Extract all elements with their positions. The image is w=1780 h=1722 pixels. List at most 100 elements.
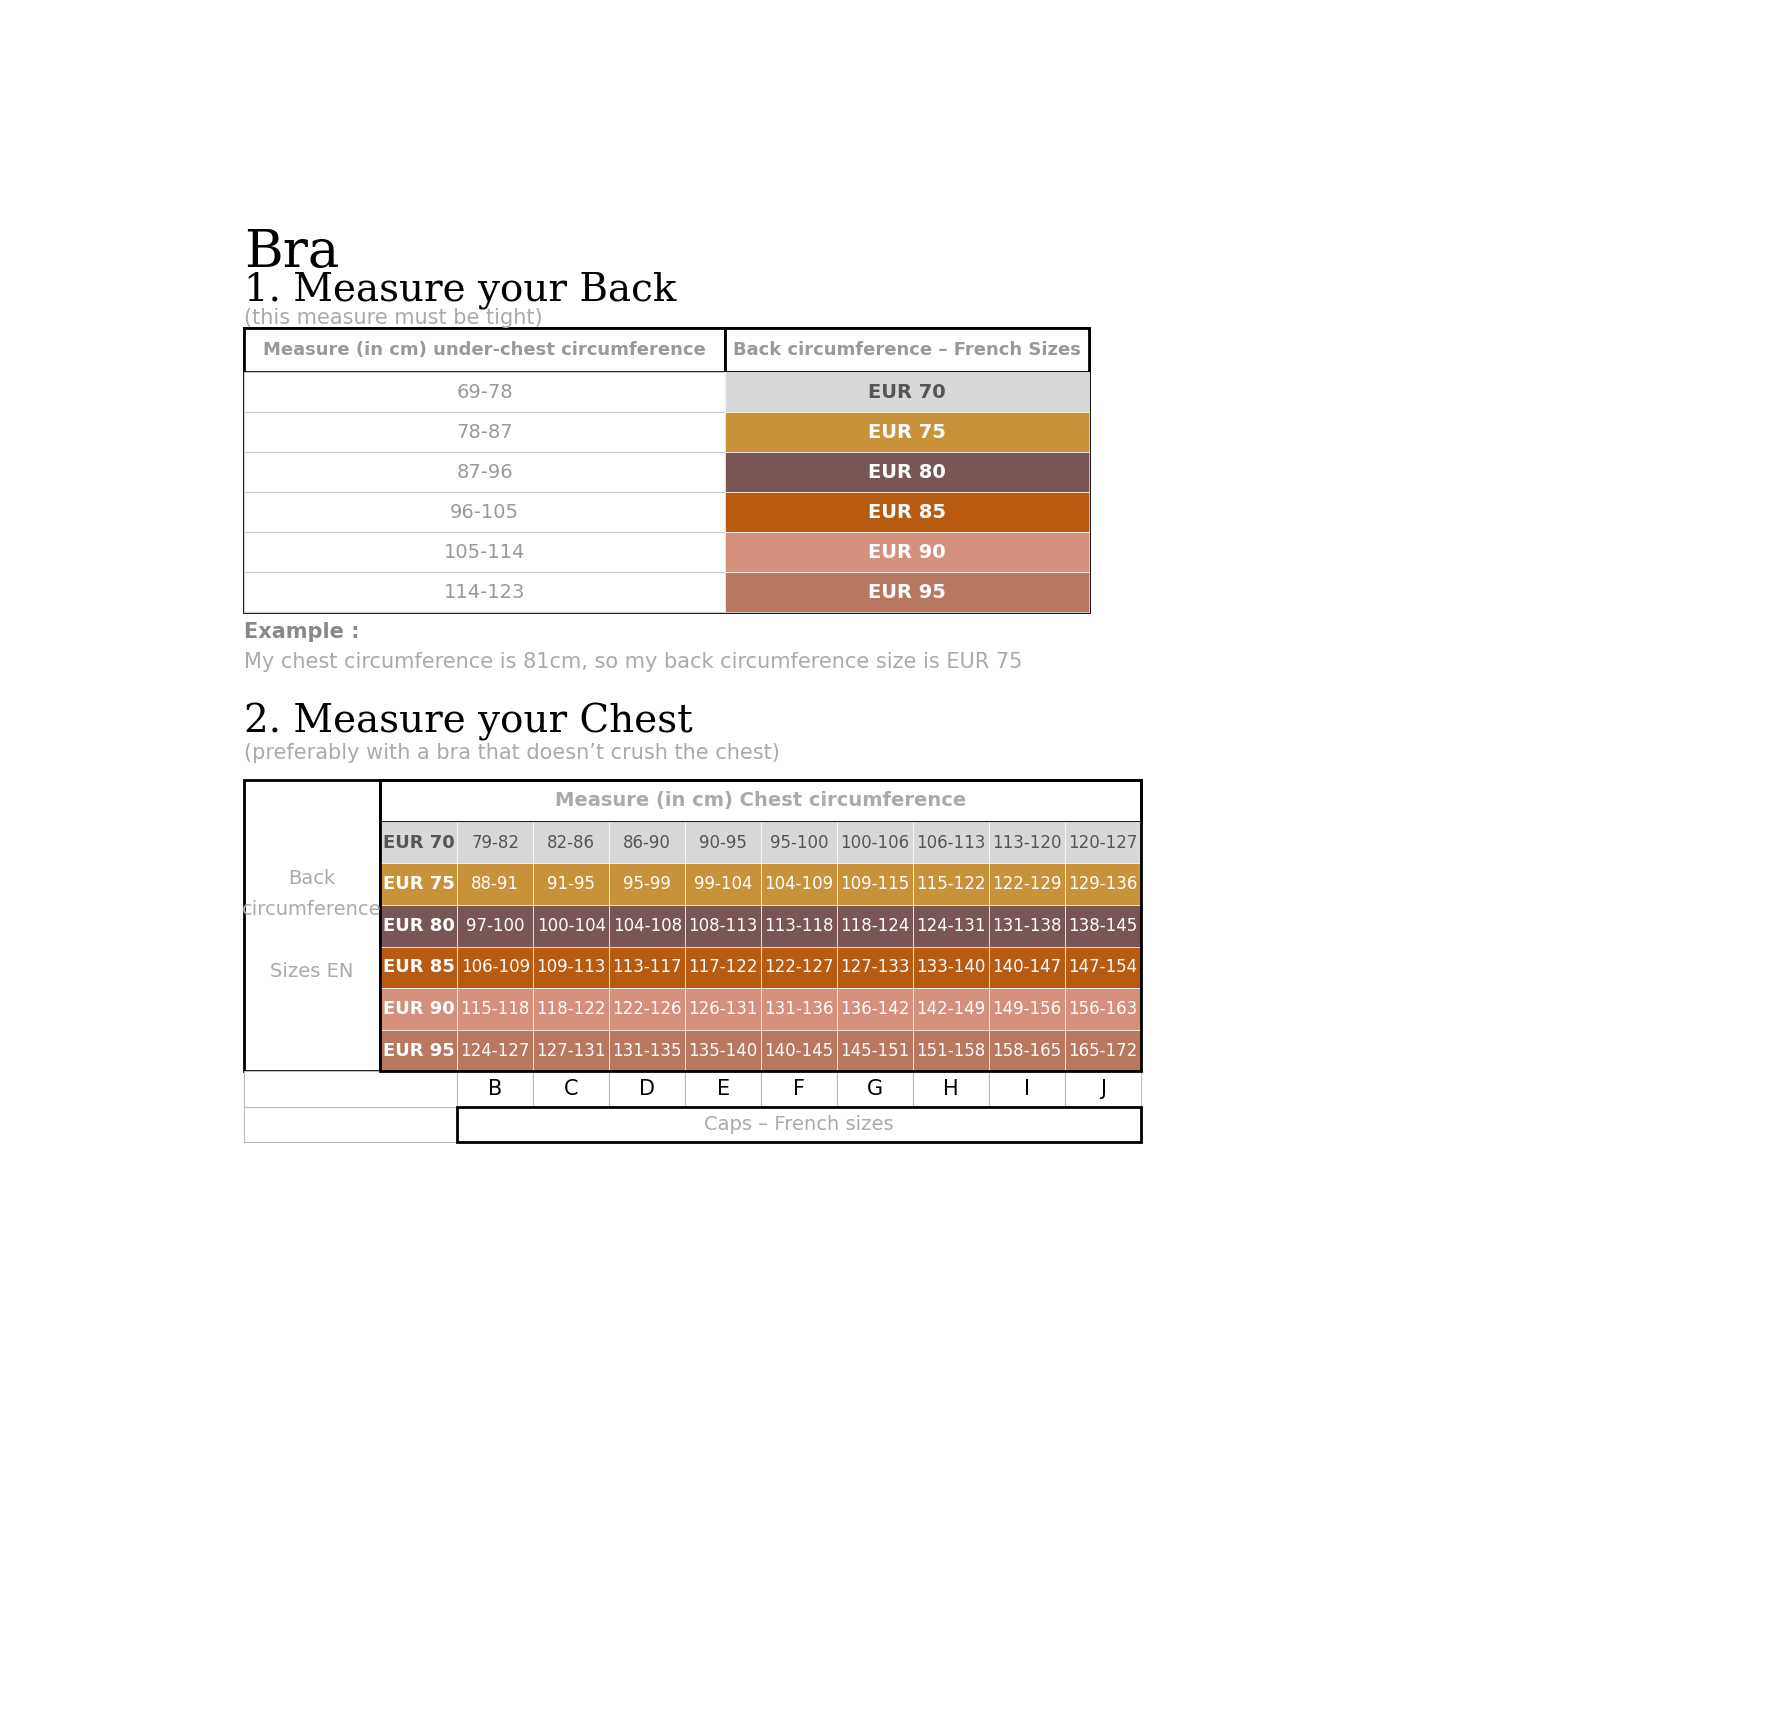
Text: 108-113: 108-113 (689, 916, 758, 935)
Text: Caps – French sizes: Caps – French sizes (705, 1114, 894, 1135)
Text: 131-136: 131-136 (764, 1000, 833, 1018)
Bar (685, 988, 762, 1030)
Text: EUR 75: EUR 75 (383, 875, 454, 894)
Bar (609, 863, 685, 906)
Bar (990, 906, 1064, 947)
Text: Measure (in cm) Chest circumference: Measure (in cm) Chest circumference (555, 790, 967, 809)
Text: 158-165: 158-165 (993, 1042, 1061, 1059)
Bar (244, 532, 724, 572)
Bar (379, 906, 457, 947)
Text: 95-99: 95-99 (623, 875, 671, 894)
Text: 142-149: 142-149 (917, 1000, 986, 1018)
Text: 105-114: 105-114 (443, 542, 525, 561)
Bar (724, 492, 1089, 532)
Bar (609, 1030, 685, 1071)
Bar (244, 412, 724, 453)
Text: Example :: Example : (244, 622, 360, 642)
Bar (724, 532, 1089, 572)
Text: 91-95: 91-95 (546, 875, 595, 894)
Bar (244, 453, 724, 492)
Bar (913, 1030, 990, 1071)
Text: 138-145: 138-145 (1068, 916, 1137, 935)
Text: 136-142: 136-142 (840, 1000, 910, 1018)
Text: EUR 95: EUR 95 (869, 584, 945, 603)
Text: 87-96: 87-96 (456, 463, 513, 482)
Bar (685, 863, 762, 906)
Text: 126-131: 126-131 (689, 1000, 758, 1018)
Text: EUR 85: EUR 85 (869, 503, 945, 522)
Text: 86-90: 86-90 (623, 833, 671, 852)
Text: C: C (564, 1080, 578, 1099)
Bar (762, 1030, 837, 1071)
Text: 124-127: 124-127 (461, 1042, 530, 1059)
Text: 118-124: 118-124 (840, 916, 910, 935)
Text: (this measure must be tight): (this measure must be tight) (244, 308, 543, 329)
Text: 104-108: 104-108 (612, 916, 682, 935)
Bar (762, 863, 837, 906)
Text: EUR 90: EUR 90 (383, 1000, 454, 1018)
Text: EUR 70: EUR 70 (383, 833, 454, 852)
Text: 145-151: 145-151 (840, 1042, 910, 1059)
Bar (244, 327, 1089, 613)
Bar (244, 1071, 457, 1107)
Text: 131-135: 131-135 (612, 1042, 682, 1059)
Text: B: B (488, 1080, 502, 1099)
Bar (913, 947, 990, 988)
Bar (534, 863, 609, 906)
Bar (244, 372, 724, 412)
Bar (913, 1071, 990, 1107)
Text: 90-95: 90-95 (700, 833, 748, 852)
Text: 122-129: 122-129 (991, 875, 1061, 894)
Bar (1064, 863, 1141, 906)
Text: EUR 95: EUR 95 (383, 1042, 454, 1059)
Bar (913, 863, 990, 906)
Text: EUR 80: EUR 80 (869, 463, 945, 482)
Text: 109-115: 109-115 (840, 875, 910, 894)
Bar (913, 988, 990, 1030)
Text: 113-120: 113-120 (991, 833, 1061, 852)
Bar (379, 863, 457, 906)
Text: 127-131: 127-131 (536, 1042, 605, 1059)
Bar (990, 821, 1064, 863)
Bar (379, 988, 457, 1030)
Bar (990, 988, 1064, 1030)
Text: 109-113: 109-113 (536, 959, 605, 976)
Text: 127-133: 127-133 (840, 959, 910, 976)
Bar (837, 906, 913, 947)
Text: 122-126: 122-126 (612, 1000, 682, 1018)
Bar (379, 780, 1141, 821)
Bar (1064, 1071, 1141, 1107)
Text: E: E (717, 1080, 730, 1099)
Text: 151-158: 151-158 (917, 1042, 986, 1059)
Bar (244, 492, 724, 532)
Bar (990, 1030, 1064, 1071)
Bar (1064, 906, 1141, 947)
Bar (244, 780, 379, 1071)
Text: Measure (in cm) under-chest circumference: Measure (in cm) under-chest circumferenc… (263, 341, 707, 358)
Text: 124-131: 124-131 (917, 916, 986, 935)
Text: 69-78: 69-78 (456, 382, 513, 401)
Bar (724, 453, 1089, 492)
Bar (913, 906, 990, 947)
Bar (457, 988, 534, 1030)
Text: EUR 90: EUR 90 (869, 542, 945, 561)
Text: 140-147: 140-147 (993, 959, 1061, 976)
Text: F: F (794, 1080, 805, 1099)
Bar (990, 1071, 1064, 1107)
Bar (457, 947, 534, 988)
Bar (685, 1071, 762, 1107)
Text: 140-145: 140-145 (765, 1042, 833, 1059)
Bar (457, 1030, 534, 1071)
Text: 117-122: 117-122 (689, 959, 758, 976)
Bar (685, 906, 762, 947)
Bar (457, 1107, 1141, 1142)
Bar (609, 821, 685, 863)
Bar (990, 863, 1064, 906)
Bar (457, 821, 534, 863)
Bar (609, 1071, 685, 1107)
Bar (534, 821, 609, 863)
Text: 97-100: 97-100 (466, 916, 525, 935)
Text: 122-127: 122-127 (764, 959, 833, 976)
Text: 2. Measure your Chest: 2. Measure your Chest (244, 703, 692, 740)
Bar (762, 988, 837, 1030)
